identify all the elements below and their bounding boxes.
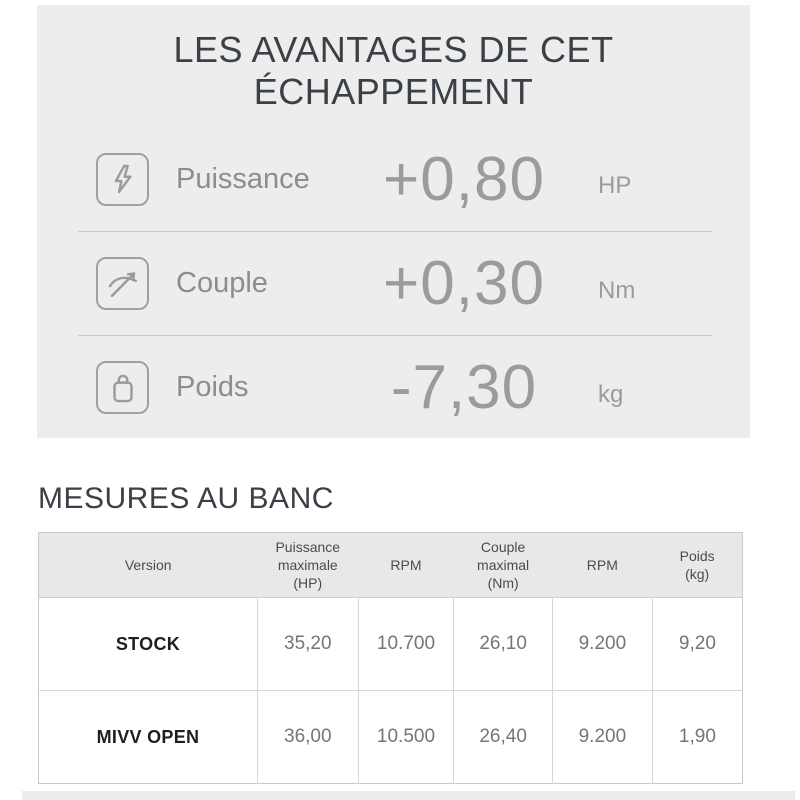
advantage-row-weight: Poids -7,30 kg [78,335,712,439]
value-cell: 9.200 [551,597,653,691]
value-cell: 26,10 [453,597,553,691]
advantage-row-torque: Couple +0,30 Nm [78,231,712,335]
weight-icon [96,361,149,414]
advantages-title: LES AVANTAGES DE CET ÉCHAPPEMENT [173,29,614,112]
advantage-value: +0,80 [383,144,545,214]
column-header-max-power: Puissance maximale (HP) [257,532,359,598]
table-row-mivv-open: MIVV OPEN 36,00 10.500 26,40 9.200 1,90 [38,690,743,784]
table-header-row: Version Puissance maximale (HP) RPM Coup… [38,532,743,598]
advantage-unit: HP [598,172,632,199]
value-cell: 36,00 [256,690,359,784]
column-header-weight: Poids (kg) [652,532,743,598]
value-cell: 9,20 [651,597,743,691]
advantage-label: Couple [176,267,268,299]
value-cell: 10.700 [357,597,454,691]
table-row-stock: STOCK 35,20 10.700 26,10 9.200 9,20 [38,597,743,691]
torque-curve-icon [96,257,149,310]
value-cell: 10.500 [357,690,454,784]
advantage-row-power: Puissance +0,80 HP [78,127,712,231]
version-cell: MIVV OPEN [38,690,258,784]
advantages-rows: Puissance +0,80 HP Couple +0,30 Nm [37,127,750,439]
advantage-unit: kg [598,380,624,408]
value-cell: 35,20 [256,597,359,691]
column-header-max-torque: Couple maximal (Nm) [453,532,553,598]
bench-table: Version Puissance maximale (HP) RPM Coup… [38,532,743,784]
bench-heading: MESURES AU BANC [38,482,334,515]
column-header-rpm-torque: RPM [552,532,653,598]
advantage-label: Poids [176,371,249,403]
lightning-icon [96,152,149,206]
advantage-label: Puissance [176,162,310,195]
advantage-value: -7,30 [390,353,538,422]
next-section-strip [22,791,795,800]
advantage-value: +0,30 [383,249,545,318]
advantages-panel: LES AVANTAGES DE CET ÉCHAPPEMENT Puissan… [37,5,750,438]
bench-section: MESURES AU BANC Version Puissance maxima… [38,482,743,784]
value-cell: 9.200 [551,690,653,784]
column-header-rpm-power: RPM [358,532,454,598]
value-cell: 26,40 [453,690,553,784]
column-header-version: Version [38,532,258,598]
version-cell: STOCK [115,633,181,654]
value-cell: 1,90 [651,690,743,784]
advantage-unit: Nm [598,276,636,304]
